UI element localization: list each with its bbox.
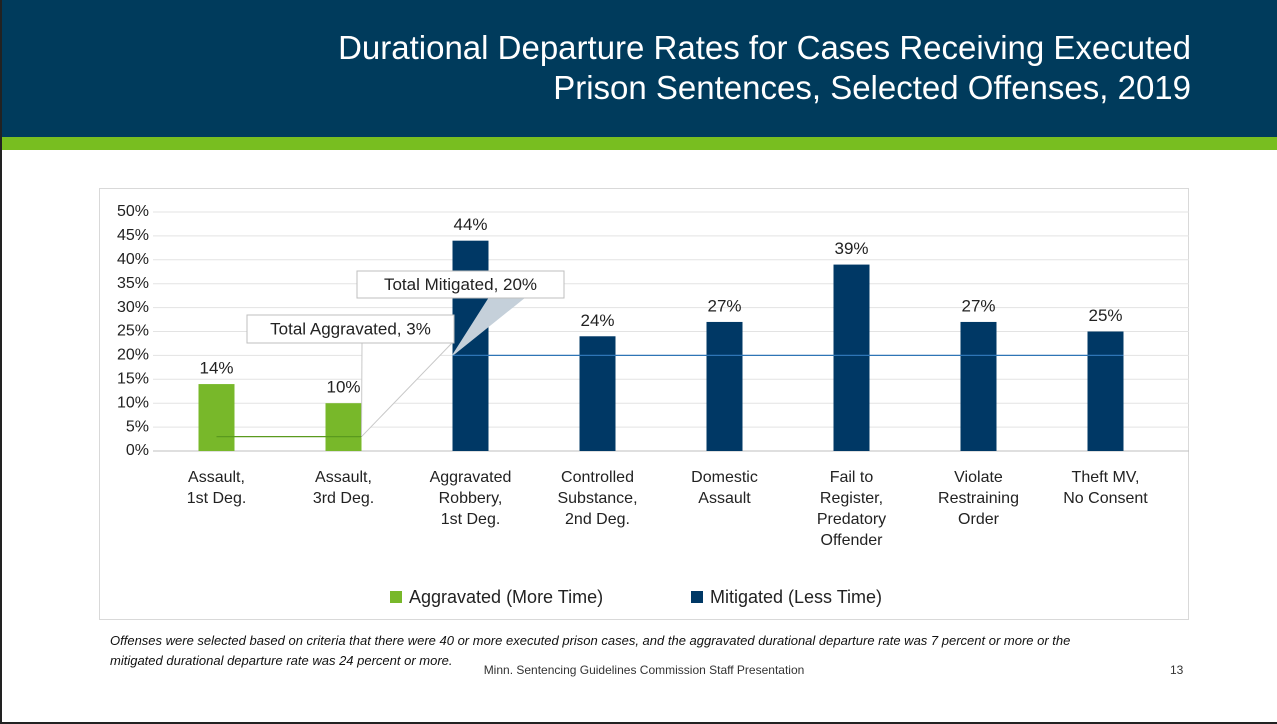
y-tick-label: 15% [117, 371, 149, 388]
bar [960, 321, 997, 451]
data-label: 39% [834, 239, 868, 258]
bar [198, 384, 235, 451]
data-label: 27% [961, 296, 995, 315]
callout-pointer [360, 342, 454, 438]
legend-label: Aggravated (More Time) [409, 587, 603, 607]
x-tick-label: Theft MV, No Consent [1063, 469, 1148, 507]
bar [1087, 331, 1124, 451]
legend-swatch [390, 591, 402, 603]
y-tick-label: 5% [126, 418, 149, 435]
x-tick-label: Fail to Register, Predatory Offender [816, 469, 887, 549]
y-tick-label: 0% [126, 442, 149, 459]
data-label: 14% [199, 359, 233, 378]
y-tick-label: 40% [117, 251, 149, 268]
data-label: 10% [326, 378, 360, 397]
bar [833, 264, 870, 451]
data-label: 44% [453, 215, 487, 234]
x-tick-label: Violate Restraining Order [938, 469, 1019, 528]
page-number: 13 [1170, 663, 1184, 677]
x-tick-label: Assault, 3rd Deg. [312, 469, 375, 507]
y-tick-label: 50% [117, 203, 149, 220]
slide-title: Durational Departure Rates for Cases Rec… [338, 29, 1191, 106]
header: Durational Departure Rates for Cases Rec… [2, 0, 1277, 137]
data-label: 25% [1088, 306, 1122, 325]
x-tick-label: Aggravated Robbery, 1st Deg. [429, 469, 512, 528]
callout-label: Total Mitigated, 20% [384, 275, 537, 294]
footer-source: Minn. Sentencing Guidelines Commission S… [483, 663, 805, 677]
bar [706, 321, 743, 451]
bar [325, 403, 362, 451]
legend-swatch [691, 591, 703, 603]
callout-box [246, 314, 455, 344]
y-tick-label: 10% [117, 394, 149, 411]
x-tick-label: Controlled Substance, 2nd Deg. [557, 469, 638, 528]
y-tick-label: 25% [117, 323, 149, 340]
bar [579, 336, 616, 451]
y-tick-label: 35% [117, 275, 149, 292]
legend-label: Mitigated (Less Time) [710, 587, 882, 607]
x-tick-label: Domestic Assault [691, 469, 758, 507]
data-label: 27% [707, 296, 741, 315]
data-label: 24% [580, 311, 614, 330]
y-tick-label: 20% [117, 347, 149, 364]
chart-frame [99, 188, 1189, 620]
x-tick-label: Assault, 1st Deg. [186, 469, 247, 507]
callout-label: Total Aggravated, 3% [270, 319, 431, 338]
y-tick-label: 30% [117, 299, 149, 316]
accent-stripe [2, 137, 1277, 150]
y-tick-label: 45% [117, 227, 149, 244]
footnote: Offenses were selected based on criteria… [110, 633, 1071, 668]
callout-box [356, 270, 565, 299]
